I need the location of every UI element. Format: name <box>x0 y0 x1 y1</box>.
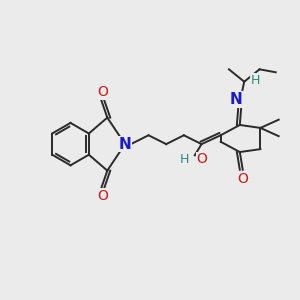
Text: H: H <box>179 153 189 166</box>
Text: N: N <box>230 92 242 107</box>
Text: N: N <box>118 136 131 152</box>
Text: O: O <box>196 152 207 167</box>
Text: H: H <box>251 74 260 87</box>
Text: O: O <box>237 172 248 186</box>
Text: O: O <box>98 189 108 203</box>
Text: O: O <box>98 85 108 99</box>
